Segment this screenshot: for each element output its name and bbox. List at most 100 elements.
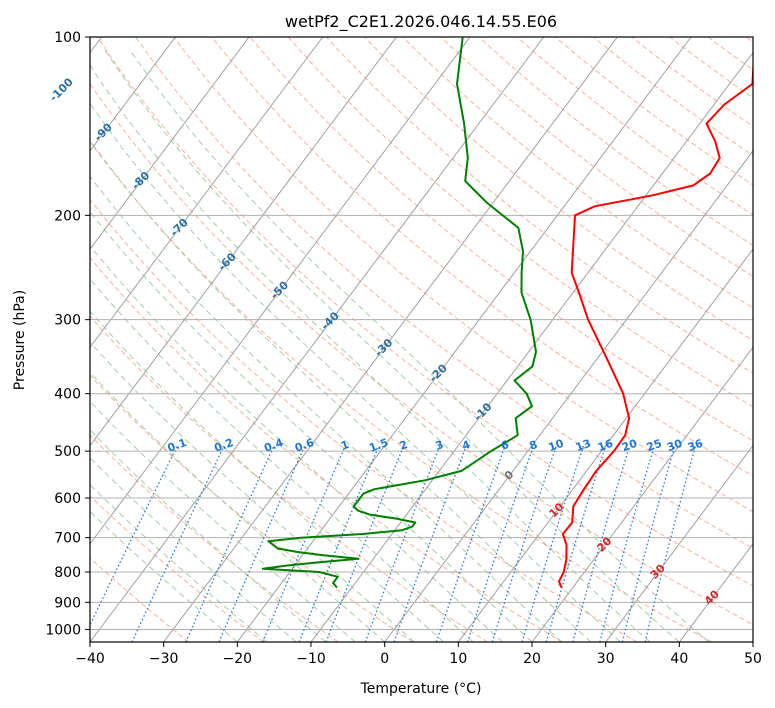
plot-frame [89,36,754,643]
mixing-ratio-line [325,445,405,642]
dry-adiabat [249,37,753,442]
moist-adiabat [90,244,503,642]
mixing-ratio-label: 2 [398,438,410,453]
y-tick-label: 200 [54,208,81,224]
isotherm-line [531,346,753,642]
dry-adiabat [90,83,753,626]
moist-adiabat [90,102,621,642]
mixing-ratio-label: 8 [528,438,540,453]
moist-adiabat [90,278,474,642]
mixing-ratio-line [364,445,441,642]
y-tick-label: 400 [54,387,81,403]
mixing-ratio-label: 0.4 [262,436,285,455]
isotherm-line [90,37,397,447]
moist-adiabat [104,49,680,642]
isotherm-line [90,37,545,642]
mixing-ratio-line [621,445,676,642]
x-tick-label: 30 [597,651,615,667]
mixing-ratio-line [599,445,655,642]
mixing-ratio-line [435,445,506,642]
y-tick-label: 600 [54,491,81,507]
mixing-ratio-label: 25 [645,437,664,454]
y-tick-label: 300 [54,313,81,329]
moist-adiabat [90,210,533,642]
isotherm-line [752,641,753,642]
mixing-ratio-label: 30 [665,437,684,455]
moist-adiabat [90,310,444,642]
x-tick-label: −30 [149,651,179,667]
moist-adiabat [90,64,651,642]
dry-adiabat [593,37,753,157]
x-tick-label: 40 [670,651,688,667]
mixing-ratio-label: 6 [499,438,511,453]
mixing-ratio-line [131,445,225,642]
mixing-ratio-line [298,445,380,642]
x-tick-label: −20 [223,651,253,667]
moist-adiabat [90,139,592,642]
y-tick-label: 700 [54,531,81,547]
isotherm-line [163,37,618,642]
isotherm-line [90,37,176,152]
x-tick-label: 0 [380,651,389,667]
mixing-ratio-label: 0.6 [293,436,316,455]
isotherm-line [90,37,324,349]
moist-adiabat [90,510,238,642]
moist-adiabat [90,341,415,642]
y-tick-label: 500 [54,444,81,460]
mixing-ratio-line [466,445,535,642]
mixing-ratio-line [644,445,697,642]
mixing-ratio-label: 1 [339,438,351,453]
dry-adiabat [90,434,339,642]
dry-adiabat [96,37,753,587]
mixing-ratio-label: 1.5 [367,436,390,455]
x-axis-title: Temperature (°C) [360,681,482,697]
dry-adiabat [516,37,753,216]
x-tick-label: 10 [449,651,467,667]
dry-adiabat [90,257,563,642]
dry-adiabat [90,141,712,642]
mixing-ratio-line [393,445,467,642]
mixing-ratio-label: 36 [686,437,705,455]
dry-adiabat [287,37,753,408]
y-tick-label: 100 [54,30,81,46]
x-tick-label: −40 [75,651,105,667]
dry-adiabat [211,37,753,477]
isotherm-line [90,37,250,250]
mixing-ratio-label: 0.2 [212,436,235,455]
x-tick-label: −10 [296,651,326,667]
moist-adiabat [90,429,327,642]
isotherm-line [310,51,753,642]
mixing-ratio-label: 20 [620,437,639,455]
mixing-ratio-label: 3 [434,438,446,453]
dry-adiabat [173,37,753,513]
moist-adiabat [129,49,710,642]
x-tick-label: 20 [523,651,541,667]
y-tick-label: 800 [54,565,81,581]
isotherm-line [605,444,753,642]
dry-adiabat [325,37,753,374]
y-tick-label: 900 [54,595,81,611]
dry-adiabat [90,495,264,642]
moist-adiabat [90,456,297,642]
y-tick-label: 1000 [45,622,81,638]
isotherm-line [384,150,753,642]
dry-adiabat [364,37,753,341]
mixing-ratio-label: 16 [596,437,615,455]
isotherm-line [236,37,692,642]
dry-adiabat [90,315,488,642]
y-axis-title: Pressure (hPa) [12,290,28,390]
mixing-ratio-label: 4 [460,438,472,453]
moist-adiabat [90,484,268,642]
moist-adiabat [90,175,562,642]
x-tick-label: 50 [744,651,762,667]
temperature-profile-line [558,60,753,589]
dry-adiabat [135,37,753,550]
moist-adiabat [90,371,386,642]
dry-adiabat [440,37,753,278]
dry-adiabat [90,198,638,642]
isotherm-label: -100 [47,75,76,104]
mixing-ratio-label: 13 [574,437,593,454]
isotherm-line [90,37,471,545]
dry-adiabat [478,37,753,246]
